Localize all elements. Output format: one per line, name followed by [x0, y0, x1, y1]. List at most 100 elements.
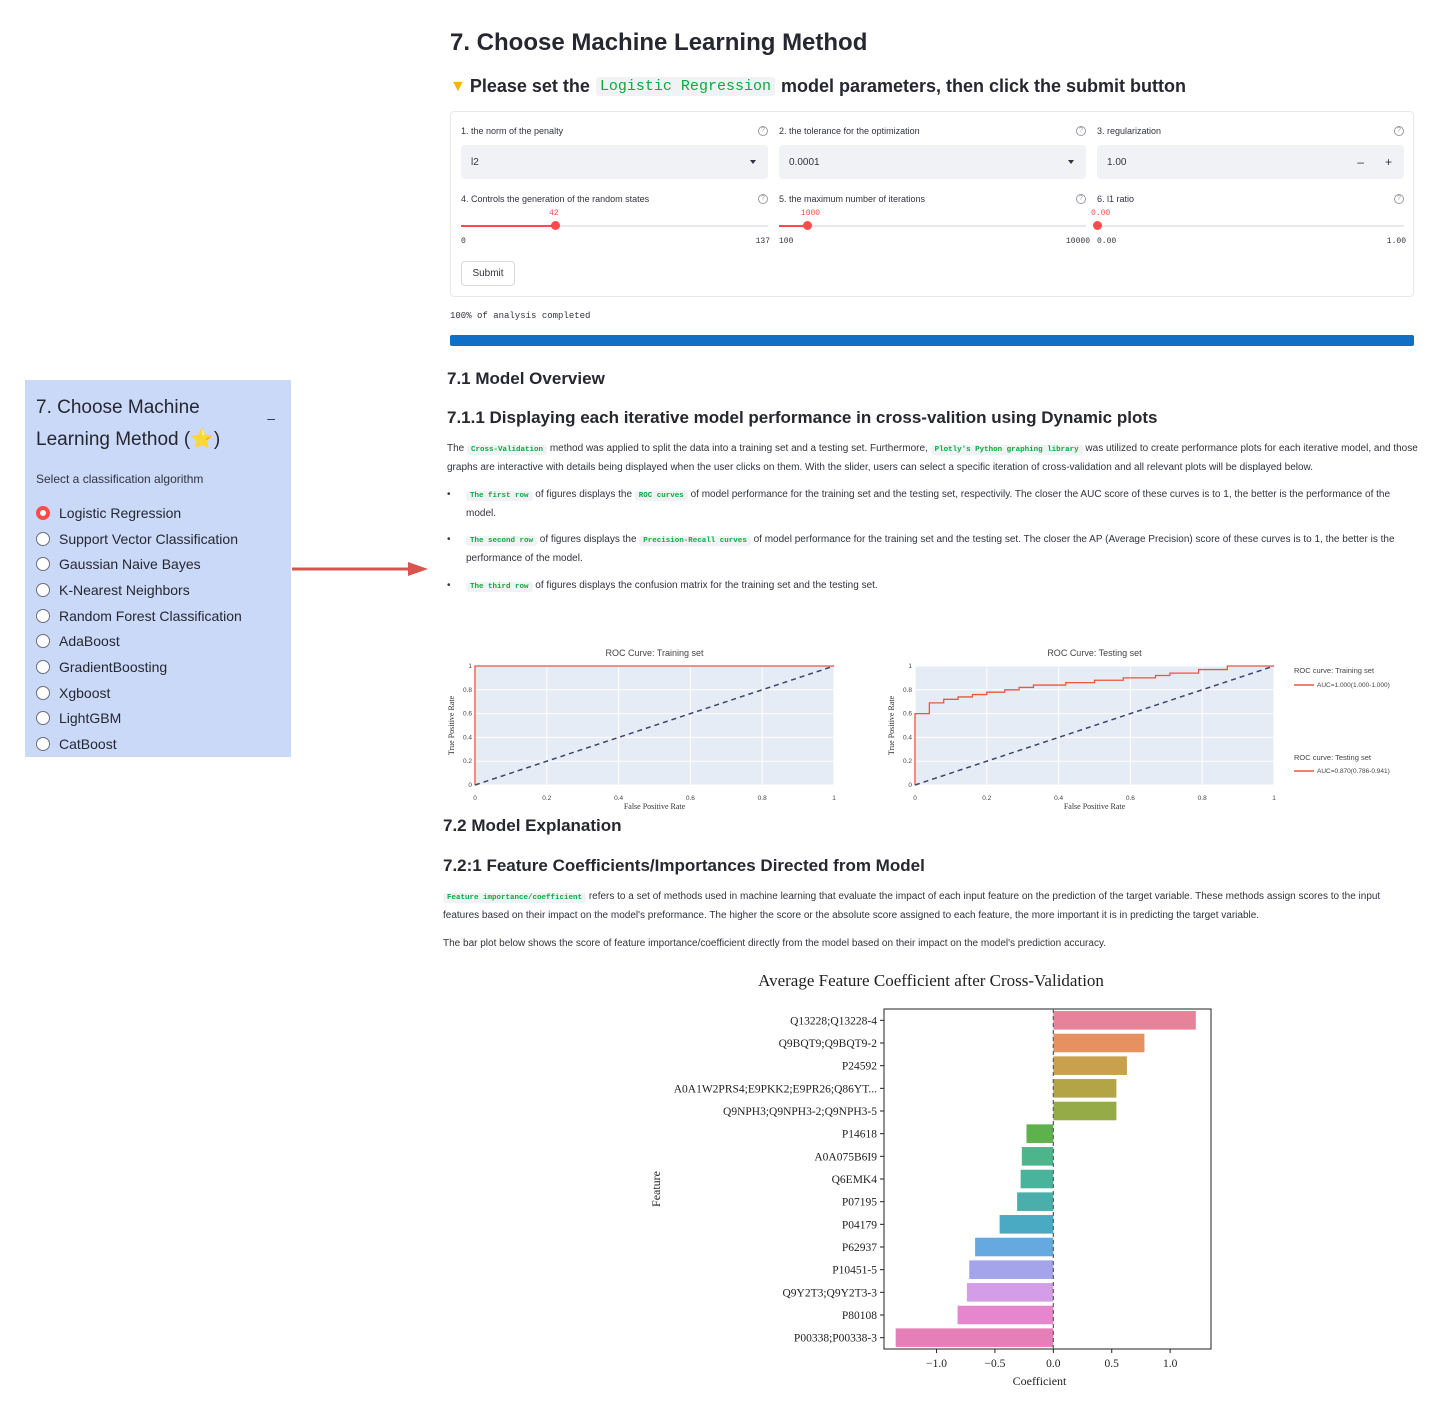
chevron-down-icon — [1068, 160, 1074, 164]
collapse-icon[interactable]: – — [267, 410, 275, 426]
bar — [1026, 1124, 1054, 1143]
y-tick-label: 0.2 — [463, 758, 472, 765]
radio-label: AdaBoost — [59, 633, 120, 650]
bar — [1020, 1169, 1054, 1189]
radio-option[interactable]: GradientBoosting — [36, 654, 281, 680]
help-icon[interactable]: ? — [1076, 194, 1086, 204]
slider-thumb[interactable] — [802, 221, 812, 230]
y-tick-label: 0 — [468, 782, 472, 789]
x-tick-label: 0.4 — [1054, 795, 1063, 802]
radio-option[interactable]: LightGBM — [36, 706, 281, 732]
roc-legend[interactable]: ROC curve: Training set AUC=1.000(1.000-… — [1292, 660, 1442, 780]
radio-option[interactable]: AdaBoost — [36, 628, 281, 654]
radio-icon[interactable] — [36, 685, 50, 700]
radio-label: K-Nearest Neighbors — [59, 581, 190, 598]
regularization-value: 1.00 — [1107, 157, 1127, 168]
y-tick-label: 0.8 — [463, 687, 472, 694]
x-tick-label: 1 — [1272, 795, 1276, 802]
radio-option[interactable]: CatBoost — [36, 731, 281, 757]
radio-option[interactable]: Random Forest Classification — [36, 603, 281, 629]
sidebar-panel: 7. Choose Machine Learning Method (⭐) – … — [25, 380, 291, 757]
radio-icon[interactable] — [36, 659, 50, 674]
increment-button[interactable]: + — [1384, 155, 1392, 169]
y-tick-label: Q9Y2T3;Q9Y2T3-3 — [782, 1287, 877, 1299]
radio-option[interactable]: K-Nearest Neighbors — [36, 577, 281, 603]
bar — [1053, 1011, 1196, 1030]
bar — [969, 1260, 1054, 1279]
x-tick-label: 0.5 — [1105, 1358, 1120, 1370]
y-axis-label: True Positive Rate — [447, 695, 456, 755]
bar — [1053, 1079, 1117, 1098]
slider-thumb[interactable] — [1093, 221, 1102, 230]
page-title: 7. Choose Machine Learning Method — [450, 29, 868, 56]
help-icon[interactable]: ? — [758, 194, 768, 204]
section-model-explanation: 7.2 Model Explanation — [443, 816, 622, 835]
radio-option[interactable]: Support Vector Classification — [36, 526, 281, 552]
y-axis-label: Feature — [649, 1171, 663, 1207]
x-tick-label: 0.4 — [614, 795, 623, 802]
x-axis-label: False Positive Rate — [624, 802, 686, 811]
bar — [895, 1328, 1054, 1347]
regularization-number-input[interactable]: 1.00 – + — [1097, 145, 1404, 179]
tolerance-select[interactable]: 0.0001 — [779, 145, 1086, 179]
y-tick-label: P24592 — [842, 1061, 877, 1073]
y-tick-label: 0.4 — [903, 734, 912, 741]
penalty-select[interactable]: l2 — [461, 145, 768, 179]
radio-icon[interactable] — [36, 711, 50, 726]
y-tick-label: Q9NPH3;Q9NPH3-2;Q9NPH3-5 — [723, 1106, 877, 1118]
chart-title: ROC Curve: Testing set — [1047, 648, 1142, 658]
help-icon[interactable]: ? — [1076, 126, 1086, 136]
chance-line — [914, 665, 1275, 786]
radio-icon[interactable] — [36, 737, 50, 752]
slider-min: 100 — [779, 237, 794, 246]
slider-thumb[interactable] — [551, 221, 561, 230]
radio-option[interactable]: Xgboost — [36, 680, 281, 706]
radio-icon[interactable] — [36, 531, 50, 546]
radio-label: Gaussian Naive Bayes — [59, 556, 201, 573]
point-down-icon: ▼ — [450, 77, 466, 95]
slider-fill — [779, 225, 807, 227]
algorithm-radio-group: Logistic Regression Support Vector Classi… — [36, 500, 281, 757]
x-tick-label: 0.6 — [1126, 795, 1135, 802]
legend-test-title: ROC curve: Testing set — [1294, 753, 1372, 762]
cv-paragraph: The Cross-Validation method was applied … — [447, 443, 1418, 473]
y-tick-label: 1 — [468, 663, 472, 670]
help-icon[interactable]: ? — [1394, 194, 1404, 204]
radio-group-caption: Select a classification algorithm — [36, 472, 204, 486]
y-tick-label: A0A075B6I9 — [814, 1151, 877, 1163]
slider-value: 1000 — [800, 209, 821, 218]
y-tick-label: P00338;P00338-3 — [794, 1333, 877, 1345]
radio-label: CatBoost — [59, 736, 117, 753]
prompt-post: model parameters, then click the submit … — [780, 76, 1187, 96]
slider-value: 0.00 — [1091, 209, 1111, 218]
radio-icon[interactable] — [36, 608, 50, 623]
y-tick-label: 0.6 — [903, 711, 912, 718]
regularization-label: 3. regularization — [1097, 126, 1162, 136]
y-tick-label: P07195 — [842, 1197, 877, 1209]
radio-option[interactable]: Gaussian Naive Bayes — [36, 551, 281, 577]
y-tick-label: P62937 — [842, 1242, 877, 1254]
radio-icon[interactable] — [36, 505, 50, 520]
max-iter-label: 5. the maximum number of iterations — [779, 194, 926, 204]
radio-option[interactable]: Logistic Regression — [36, 500, 281, 526]
radio-icon[interactable] — [36, 557, 50, 572]
random-state-label: 4. Controls the generation of the random… — [461, 194, 650, 204]
decrement-button[interactable]: – — [1357, 155, 1364, 169]
x-tick-label: 0.6 — [686, 795, 695, 802]
slider-max: 10000 — [1066, 237, 1091, 246]
y-tick-label: 1 — [908, 663, 912, 670]
help-icon[interactable]: ? — [758, 126, 768, 136]
x-axis-label: False Positive Rate — [1064, 802, 1126, 811]
x-tick-label: 0.2 — [542, 795, 551, 802]
submit-button[interactable]: Submit — [461, 261, 515, 286]
x-tick-label: 0.2 — [982, 795, 991, 802]
x-tick-label: 0.0 — [1046, 1358, 1061, 1370]
bar — [966, 1283, 1054, 1302]
bar — [1053, 1101, 1117, 1121]
feature-importance-paragraph: Feature importance/coefficient refers to… — [443, 891, 1381, 921]
radio-icon[interactable] — [36, 634, 50, 649]
help-icon[interactable]: ? — [1394, 126, 1404, 136]
roc-chart-testing[interactable]: ROC Curve: Testing set 00 0.2 0.2 0.4 0.4 0.6 0… — [880, 643, 1290, 815]
roc-chart-training[interactable]: ROC Curve: Training set 00 0.2 0.2 0.4 0.4 0.6… — [440, 643, 850, 815]
radio-icon[interactable] — [36, 582, 50, 597]
